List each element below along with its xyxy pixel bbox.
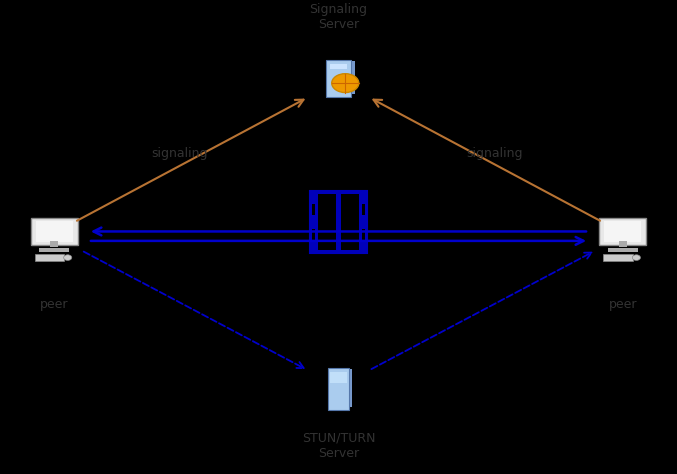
FancyBboxPatch shape: [603, 254, 633, 261]
Bar: [330, 372, 347, 383]
FancyBboxPatch shape: [604, 221, 642, 242]
FancyBboxPatch shape: [600, 218, 647, 246]
Circle shape: [632, 255, 640, 260]
Bar: [50, 241, 58, 247]
Bar: [619, 241, 627, 247]
Bar: [330, 64, 347, 69]
Circle shape: [64, 255, 72, 260]
FancyBboxPatch shape: [326, 60, 351, 97]
Bar: [312, 204, 315, 216]
Bar: [341, 194, 359, 250]
Circle shape: [332, 73, 359, 92]
FancyBboxPatch shape: [348, 61, 355, 94]
Bar: [318, 194, 336, 250]
Bar: [39, 248, 69, 253]
Text: Signaling
Server: Signaling Server: [309, 3, 368, 31]
Text: peer: peer: [609, 298, 637, 311]
Bar: [608, 248, 638, 253]
Bar: [362, 228, 365, 240]
FancyBboxPatch shape: [347, 369, 352, 407]
Text: peer: peer: [40, 298, 68, 311]
FancyBboxPatch shape: [30, 218, 77, 246]
FancyBboxPatch shape: [35, 221, 72, 242]
Bar: [362, 204, 365, 216]
Bar: [310, 191, 367, 253]
FancyBboxPatch shape: [328, 368, 349, 410]
Bar: [312, 228, 315, 240]
Text: signaling: signaling: [466, 147, 523, 160]
Text: signaling: signaling: [151, 147, 208, 160]
FancyBboxPatch shape: [35, 254, 64, 261]
Text: STUN/TURN
Server: STUN/TURN Server: [302, 432, 375, 460]
